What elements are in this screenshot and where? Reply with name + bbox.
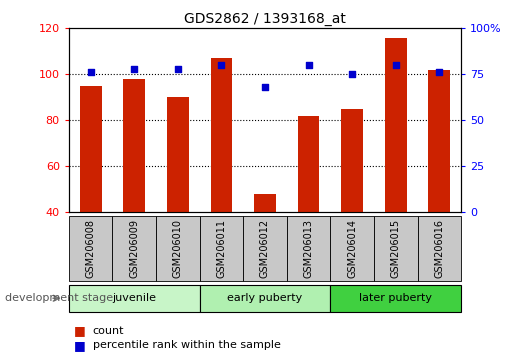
Bar: [200, 216, 243, 281]
Point: [304, 62, 313, 68]
Bar: [123, 79, 145, 212]
Bar: [167, 97, 189, 212]
Bar: [418, 216, 461, 281]
Text: GSM206010: GSM206010: [173, 219, 183, 278]
Bar: [341, 109, 363, 212]
Text: ■: ■: [74, 325, 86, 337]
Point: [217, 62, 226, 68]
Bar: [69, 216, 112, 281]
Bar: [254, 194, 276, 212]
Bar: [210, 58, 232, 212]
Text: GSM206009: GSM206009: [129, 219, 139, 278]
Text: GSM206016: GSM206016: [434, 219, 444, 278]
Bar: [69, 285, 200, 312]
Bar: [428, 70, 450, 212]
Bar: [156, 216, 200, 281]
Text: percentile rank within the sample: percentile rank within the sample: [93, 340, 280, 350]
Text: GSM206013: GSM206013: [304, 219, 314, 278]
Point: [348, 72, 356, 77]
Text: GSM206008: GSM206008: [86, 219, 96, 278]
Point: [86, 70, 95, 75]
Title: GDS2862 / 1393168_at: GDS2862 / 1393168_at: [184, 12, 346, 26]
Text: juvenile: juvenile: [112, 293, 156, 303]
Point: [435, 70, 444, 75]
Bar: [112, 216, 156, 281]
Bar: [298, 116, 320, 212]
Bar: [287, 216, 330, 281]
Bar: [80, 86, 102, 212]
Text: GSM206014: GSM206014: [347, 219, 357, 278]
Bar: [243, 216, 287, 281]
Text: count: count: [93, 326, 124, 336]
Text: GSM206011: GSM206011: [216, 219, 226, 278]
Text: GSM206015: GSM206015: [391, 219, 401, 278]
Bar: [330, 216, 374, 281]
Bar: [330, 285, 461, 312]
Text: development stage: development stage: [5, 293, 113, 303]
Text: later puberty: later puberty: [359, 293, 432, 303]
Point: [174, 66, 182, 72]
Point: [392, 62, 400, 68]
Bar: [374, 216, 418, 281]
Point: [261, 84, 269, 90]
Bar: [385, 38, 407, 212]
Text: GSM206012: GSM206012: [260, 219, 270, 278]
Text: early puberty: early puberty: [227, 293, 303, 303]
Point: [130, 66, 138, 72]
Text: ■: ■: [74, 339, 86, 352]
Bar: [200, 285, 330, 312]
